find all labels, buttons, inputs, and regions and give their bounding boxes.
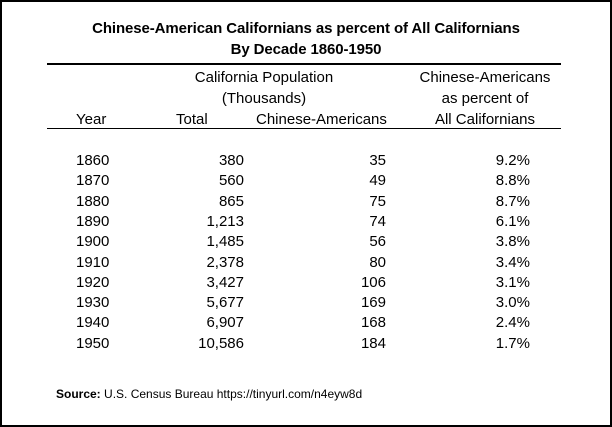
cell-chinese-americans: 35 [369,152,386,169]
header-group-line1: California Population [194,69,334,86]
cell-year: 1880 [76,192,110,210]
header-rule [47,128,561,129]
cell-percent: 3.0% [495,294,530,312]
cell-year: 1930 [76,294,110,312]
cell-year: 1890 [76,212,110,230]
header-chinese-americans: Chinese-Americans [256,111,387,128]
cell-chinese-americans: 74 [369,212,386,230]
cell-total: 560 [218,172,244,190]
cell-percent: 3.1% [495,273,530,291]
cell-total: 380 [218,152,244,169]
cell-percent: 9.2% [495,152,530,169]
cell-chinese-americans: 169 [360,294,386,312]
cell-chinese-americans: 49 [369,172,386,190]
cell-total: 5,677 [206,294,244,312]
cell-total: 1,213 [206,212,244,230]
header-pct-line2: as percent of [441,90,529,107]
cell-total: 6,907 [206,314,244,332]
cell-chinese-americans: 75 [369,192,386,210]
cell-percent: 2.4% [495,314,530,332]
header-group-line2: (Thousands) [221,90,307,107]
cell-year: 1920 [76,273,110,291]
cell-year: 1860 [76,152,110,169]
header-pct-line1: Chinese-Americans [419,69,551,86]
cell-chinese-americans: 168 [360,314,386,332]
cell-percent: 3.4% [495,253,530,271]
top-rule [47,63,561,65]
cell-chinese-americans: 56 [369,233,386,251]
cell-year: 1950 [76,334,110,352]
cell-percent: 6.1% [495,212,530,230]
cell-total: 865 [218,192,244,210]
cell-total: 1,485 [206,233,244,251]
cell-chinese-americans: 184 [360,334,386,352]
table-subtitle: By Decade 1860-1950 [230,41,382,58]
header-total: Total [176,111,208,128]
cell-percent: 3.8% [495,233,530,251]
cell-total: 2,378 [206,253,244,271]
source-label: Source: [56,387,101,401]
cell-year: 1910 [76,253,110,271]
cell-total: 3,427 [206,273,244,291]
cell-chinese-americans: 80 [369,253,386,271]
cell-percent: 8.7% [495,192,530,210]
table-title: Chinese-American Californians as percent… [92,20,520,37]
cell-percent: 8.8% [495,172,530,190]
cell-percent: 1.7% [495,334,530,352]
cell-year: 1940 [76,314,110,332]
source-note: Source: U.S. Census Bureau https://tinyu… [56,387,362,401]
cell-year: 1900 [76,233,110,251]
source-text: U.S. Census Bureau https://tinyurl.com/n… [104,387,363,401]
cell-year: 1870 [76,172,110,190]
header-pct-line3: All Californians [434,111,536,128]
cell-total: 10,586 [198,334,244,352]
cell-chinese-americans: 106 [360,273,386,291]
header-year: Year [76,111,107,128]
